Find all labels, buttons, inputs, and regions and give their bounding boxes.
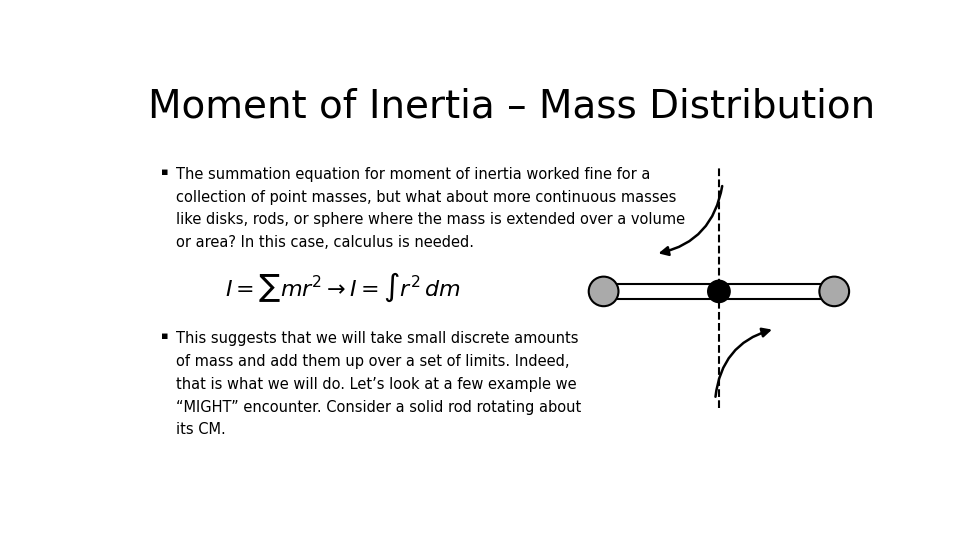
Text: “MIGHT” encounter. Consider a solid rod rotating about: “MIGHT” encounter. Consider a solid rod …	[176, 400, 581, 415]
Text: This suggests that we will take small discrete amounts: This suggests that we will take small di…	[176, 331, 578, 346]
Ellipse shape	[820, 276, 849, 306]
Text: that is what we will do. Let’s look at a few example we: that is what we will do. Let’s look at a…	[176, 377, 576, 392]
Text: like disks, rods, or sphere where the mass is extended over a volume: like disks, rods, or sphere where the ma…	[176, 212, 684, 227]
Text: $I = \sum mr^2 \rightarrow I = \int r^2\,dm$: $I = \sum mr^2 \rightarrow I = \int r^2\…	[226, 271, 461, 304]
Text: Moment of Inertia – Mass Distribution: Moment of Inertia – Mass Distribution	[148, 87, 876, 126]
Ellipse shape	[707, 280, 731, 303]
Text: The summation equation for moment of inertia worked fine for a: The summation equation for moment of ine…	[176, 167, 650, 181]
Text: or area? In this case, calculus is needed.: or area? In this case, calculus is neede…	[176, 235, 474, 250]
Ellipse shape	[588, 276, 618, 306]
Bar	[604, 284, 834, 299]
Text: ▪: ▪	[161, 331, 168, 341]
Text: collection of point masses, but what about more continuous masses: collection of point masses, but what abo…	[176, 190, 676, 205]
Text: of mass and add them up over a set of limits. Indeed,: of mass and add them up over a set of li…	[176, 354, 569, 369]
Text: its CM.: its CM.	[176, 422, 226, 437]
Text: ▪: ▪	[161, 167, 168, 177]
